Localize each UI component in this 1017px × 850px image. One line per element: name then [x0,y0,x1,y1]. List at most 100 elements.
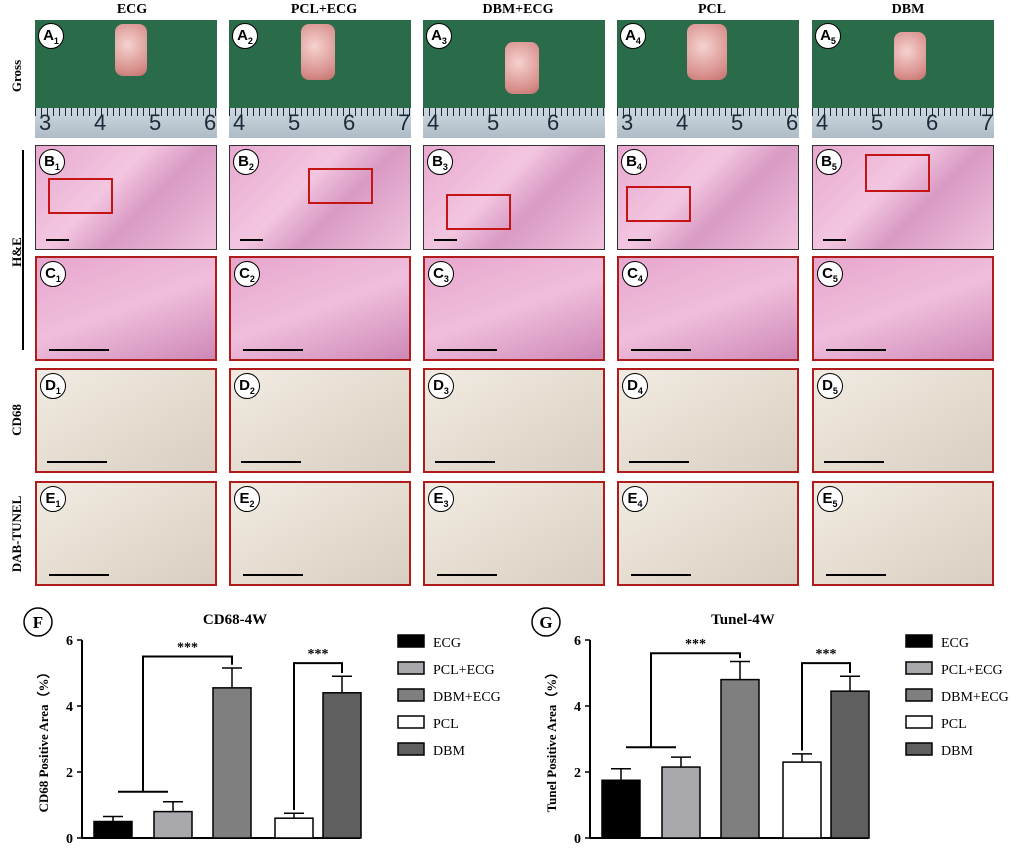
panel-label-d1: D1 [40,373,66,399]
panel-label-d3: D3 [428,373,454,399]
row-label-gross: Gross [9,59,24,93]
panel-label-e1: E1 [40,486,66,512]
panel-e2: E2 [229,481,411,586]
ruler-number: 4 [233,110,246,135]
panel-b3: B3 [423,145,605,250]
ruler: 4 5 6 7 [229,108,411,138]
panel-label-e3: E3 [428,486,454,512]
magnified-region-box [865,154,930,192]
panel-label-b4: B4 [621,149,647,175]
column-header-dbm-ecg: DBM+ECG [482,2,554,17]
scale-bar [631,349,691,351]
tissue-sample [894,32,926,80]
ruler-number: 6 [343,110,356,135]
bar-pcl-ecg [661,766,701,839]
significance-label: *** [685,637,706,652]
ruler: 4 5 6 [423,108,605,138]
y-tick-label: 4 [574,700,581,715]
y-tick-label: 2 [574,766,581,781]
panel-label-c2: C2 [234,261,260,287]
bar-pcl [274,817,314,839]
legend-swatch [397,688,425,702]
tissue-sample [505,42,539,94]
significance-bracket [801,662,851,751]
bar-ecg [93,820,133,839]
panel-label-b5: B5 [816,149,842,175]
legend-swatch [905,661,933,675]
ruler-ticks [423,108,605,116]
scale-bar [631,574,691,576]
panel-e1: E1 [35,481,217,586]
panel-label-c1: C1 [40,261,66,287]
tissue-sample [687,24,727,80]
y-tick-label: 2 [66,766,73,781]
ruler-number: 6 [547,110,560,135]
ruler-number: 5 [731,110,744,135]
significance-bracket [650,652,741,748]
scale-bar [826,349,886,351]
legend-label: ECG [941,636,969,651]
panel-a5: 4 5 6 7 A5 [812,20,994,138]
y-tick-label: 6 [66,634,73,649]
legend-swatch [905,634,933,648]
significance-bracket [293,662,343,810]
scale-bar [435,461,495,463]
panel-c2: C2 [229,256,411,361]
bar-dbm-ecg [212,687,252,839]
legend-swatch [905,688,933,702]
panel-label-circle [23,607,53,637]
chart-title: CD68-4W [203,612,267,628]
magnified-region-box [308,168,373,204]
panel-label-d4: D4 [622,373,648,399]
ruler-number: 5 [871,110,884,135]
panel-b2: B2 [229,145,411,250]
ruler-number: 5 [288,110,301,135]
legend-label: PCL [433,717,459,732]
panel-c3: C3 [423,256,605,361]
chart-title: Tunel-4W [711,612,775,628]
panel-label-c3: C3 [428,261,454,287]
scale-bar [243,574,303,576]
column-header-dbm: DBM [891,2,925,17]
panel-d5: D5 [812,368,994,473]
significance-label: *** [177,641,198,656]
panel-label-b3: B3 [427,149,453,175]
panel-label-a2: A2 [232,23,258,49]
legend-label: ECG [433,636,461,651]
panel-label-a5: A5 [815,23,841,49]
chart-tunel-4w: G Tunel-4W 0 2 4 6 Tunel Positive Area（%） *** **… [531,607,1009,847]
ruler-number: 6 [204,110,217,135]
panel-label: F [33,613,43,632]
panel-label-circle [531,607,561,637]
scale-bar [47,461,107,463]
ruler-number: 6 [786,110,799,135]
panel-c1: C1 [35,256,217,361]
legend-swatch [905,742,933,756]
panel-e4: E4 [617,481,799,586]
column-header-pcl: PCL [698,2,726,17]
panel-b5: B5 [812,145,994,250]
scale-bar [49,574,109,576]
legend-swatch [397,742,425,756]
bar-dbm [830,690,870,839]
bar-ecg [601,779,641,839]
legend-swatch [905,715,933,729]
bar-pcl-ecg [153,810,193,839]
panel-a2: 4 5 6 7 A2 [229,20,411,138]
bar-pcl [782,761,822,839]
scale-bar [826,574,886,576]
panel-d1: D1 [35,368,217,473]
row-label-cd68: CD68 [9,404,24,436]
ruler-number: 4 [676,110,689,135]
panel-e3: E3 [423,481,605,586]
scale-bar [240,239,263,241]
magnified-region-box [626,186,691,222]
ruler-number: 4 [94,110,107,135]
scale-bar [628,239,651,241]
panel-label-a4: A4 [620,23,646,49]
legend-label: DBM+ECG [941,690,1009,705]
scale-bar [824,461,884,463]
y-tick-label: 0 [66,832,73,847]
panel-b4: B4 [617,145,799,250]
ruler-number: 5 [149,110,162,135]
